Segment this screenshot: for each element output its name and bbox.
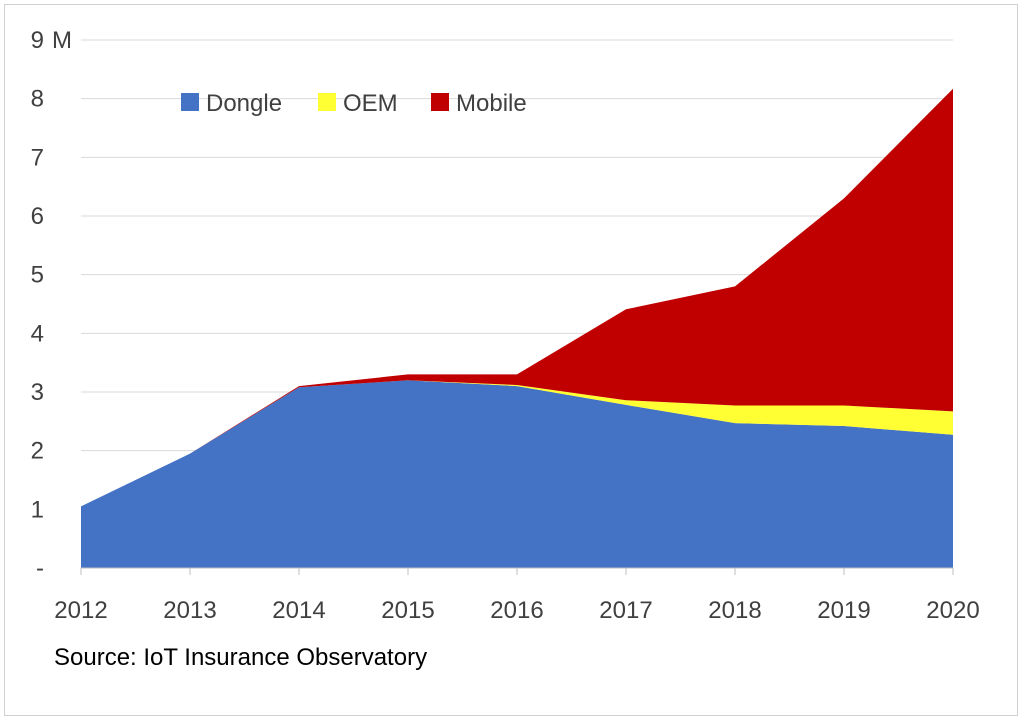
y-tick-label-9: 9 xyxy=(31,27,44,54)
axes xyxy=(80,567,954,575)
x-tick-label-2018: 2018 xyxy=(708,597,761,624)
y-tick-label-6: 6 xyxy=(31,203,44,230)
y-tick-label-2: 2 xyxy=(31,438,44,465)
x-tick-label-2016: 2016 xyxy=(490,597,543,624)
y-tick-label-3: 3 xyxy=(31,379,44,406)
legend: Dongle OEM Mobile xyxy=(181,90,527,117)
y-tick-label-7: 7 xyxy=(31,144,44,171)
y-tick-label-1: 1 xyxy=(31,496,44,523)
y-axis-unit: M xyxy=(52,27,72,54)
legend-swatch-mobile xyxy=(431,93,449,111)
y-tick-label-8: 8 xyxy=(31,86,44,113)
x-tick-label-2012: 2012 xyxy=(54,597,107,624)
area-mobile xyxy=(81,88,953,507)
area-series xyxy=(81,88,953,568)
x-axis-ticks: 2012 2013 2014 2015 2016 2017 2018 2019 2020 xyxy=(54,597,979,624)
legend-swatch-oem xyxy=(318,93,336,111)
legend-label-dongle: Dongle xyxy=(206,90,282,117)
area-oem xyxy=(81,380,953,507)
legend-swatch-dongle xyxy=(181,93,199,111)
x-tick-label-2017: 2017 xyxy=(599,597,652,624)
y-tick-label-5: 5 xyxy=(31,262,44,289)
chart-frame xyxy=(4,4,1018,716)
y-tick-label-0: - xyxy=(36,555,44,582)
source-note: Source: IoT Insurance Observatory xyxy=(54,644,428,671)
x-tick-label-2015: 2015 xyxy=(381,597,434,624)
y-tick-label-4: 4 xyxy=(31,320,44,347)
y-axis-ticks: - 1 2 3 4 5 6 7 8 9 xyxy=(31,27,44,582)
x-tick-label-2014: 2014 xyxy=(272,597,325,624)
x-tick-label-2020: 2020 xyxy=(926,597,979,624)
x-tick-label-2019: 2019 xyxy=(817,597,870,624)
area-dongle xyxy=(81,380,953,568)
x-tick-label-2013: 2013 xyxy=(163,597,216,624)
legend-label-oem: OEM xyxy=(343,90,398,117)
legend-label-mobile: Mobile xyxy=(456,90,527,117)
